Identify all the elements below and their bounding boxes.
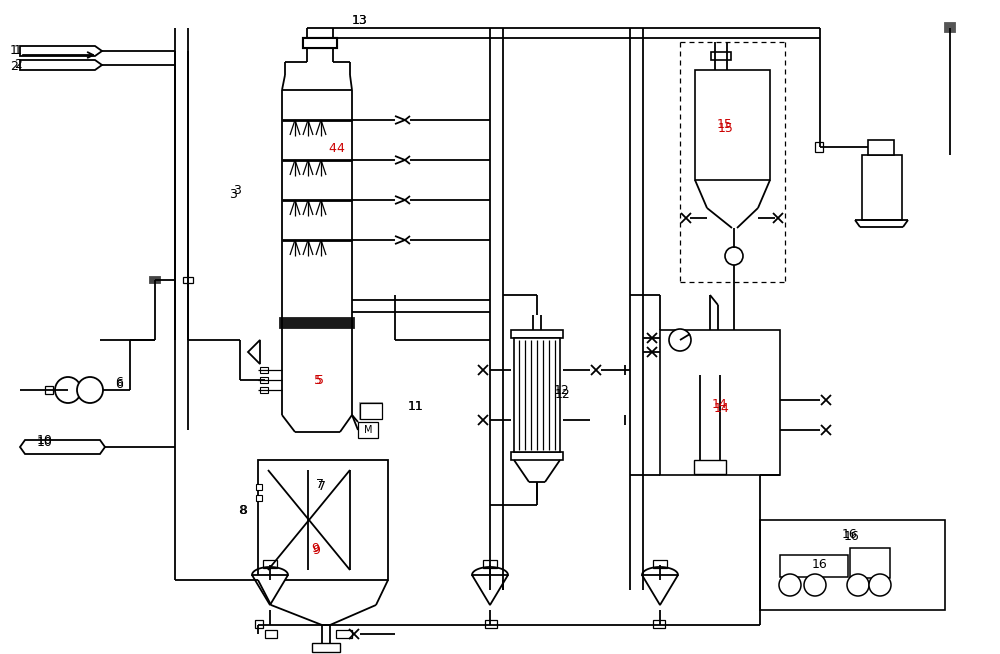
Text: 14: 14: [714, 402, 730, 415]
Text: 10: 10: [37, 436, 53, 449]
Bar: [258, 460, 388, 580]
Text: 1: 1: [10, 44, 18, 58]
Text: 15: 15: [717, 118, 733, 131]
Circle shape: [847, 574, 869, 596]
Bar: [868, 140, 894, 155]
Bar: [265, 630, 277, 638]
Bar: [183, 277, 193, 283]
Circle shape: [55, 377, 81, 403]
Text: 14: 14: [712, 398, 728, 411]
Text: 11: 11: [408, 400, 424, 413]
Bar: [260, 387, 268, 393]
Bar: [150, 277, 160, 283]
Bar: [303, 38, 337, 48]
Text: 12: 12: [555, 388, 571, 402]
Bar: [511, 452, 563, 460]
Circle shape: [77, 377, 103, 403]
Circle shape: [725, 247, 743, 265]
Bar: [260, 377, 268, 383]
Bar: [660, 330, 780, 475]
Circle shape: [669, 329, 691, 351]
Text: 11: 11: [408, 400, 424, 413]
Text: 7: 7: [318, 481, 326, 494]
Polygon shape: [252, 575, 288, 605]
Bar: [303, 38, 337, 48]
Text: 7: 7: [316, 479, 324, 492]
Bar: [260, 367, 268, 373]
Bar: [256, 484, 262, 490]
Bar: [511, 330, 563, 338]
Polygon shape: [20, 440, 105, 454]
Text: 8: 8: [239, 504, 247, 517]
Bar: [312, 643, 340, 652]
Bar: [358, 422, 378, 438]
Bar: [815, 142, 823, 152]
Text: 13: 13: [352, 14, 368, 27]
Text: M: M: [364, 425, 372, 435]
Circle shape: [869, 574, 891, 596]
Bar: [653, 620, 665, 628]
Bar: [850, 548, 890, 578]
Bar: [945, 23, 955, 32]
Text: 9: 9: [311, 542, 319, 555]
Text: 4: 4: [328, 141, 336, 154]
Text: 6: 6: [115, 375, 123, 388]
Text: 6: 6: [115, 379, 123, 392]
Bar: [45, 386, 53, 394]
Text: 5: 5: [314, 373, 322, 387]
Text: 16: 16: [844, 530, 860, 543]
Bar: [255, 620, 263, 628]
Circle shape: [804, 574, 826, 596]
Bar: [336, 630, 352, 638]
Text: 2: 2: [14, 58, 22, 71]
Bar: [485, 620, 497, 628]
Bar: [360, 403, 382, 419]
Polygon shape: [20, 60, 102, 70]
Text: 10: 10: [37, 434, 53, 447]
Bar: [280, 318, 354, 328]
Text: 13: 13: [352, 14, 368, 27]
Bar: [360, 403, 382, 419]
Bar: [780, 555, 848, 577]
Bar: [862, 155, 902, 220]
Polygon shape: [248, 340, 260, 364]
Text: 16: 16: [812, 559, 828, 572]
Text: 4: 4: [336, 141, 344, 154]
Text: 3: 3: [233, 184, 241, 196]
Bar: [653, 560, 667, 568]
Text: 3: 3: [229, 188, 237, 201]
Text: 8: 8: [238, 504, 246, 517]
Text: 9: 9: [312, 543, 320, 557]
Text: 16: 16: [842, 528, 858, 542]
Bar: [514, 338, 560, 452]
Bar: [263, 560, 277, 568]
Text: 15: 15: [718, 122, 734, 135]
Polygon shape: [472, 575, 508, 605]
Bar: [256, 495, 262, 501]
Bar: [694, 460, 726, 474]
Polygon shape: [642, 575, 678, 605]
Text: 12: 12: [554, 383, 570, 396]
Text: 5: 5: [316, 373, 324, 387]
Text: 1: 1: [14, 44, 22, 58]
Text: 2: 2: [10, 61, 18, 73]
Bar: [711, 52, 731, 60]
Bar: [760, 520, 945, 610]
Polygon shape: [20, 46, 102, 56]
Circle shape: [779, 574, 801, 596]
Bar: [695, 70, 770, 180]
Bar: [483, 560, 497, 568]
